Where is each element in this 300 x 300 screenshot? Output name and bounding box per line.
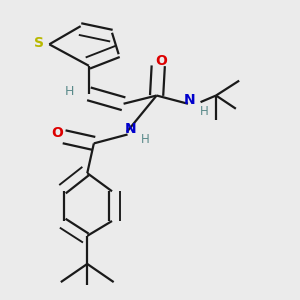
Text: N: N	[184, 94, 195, 107]
Text: H: H	[141, 133, 149, 146]
Text: S: S	[34, 36, 44, 50]
Text: H: H	[64, 85, 74, 98]
Text: O: O	[156, 54, 167, 68]
Text: H: H	[200, 104, 208, 118]
Text: O: O	[51, 126, 63, 140]
Text: N: N	[124, 122, 136, 136]
